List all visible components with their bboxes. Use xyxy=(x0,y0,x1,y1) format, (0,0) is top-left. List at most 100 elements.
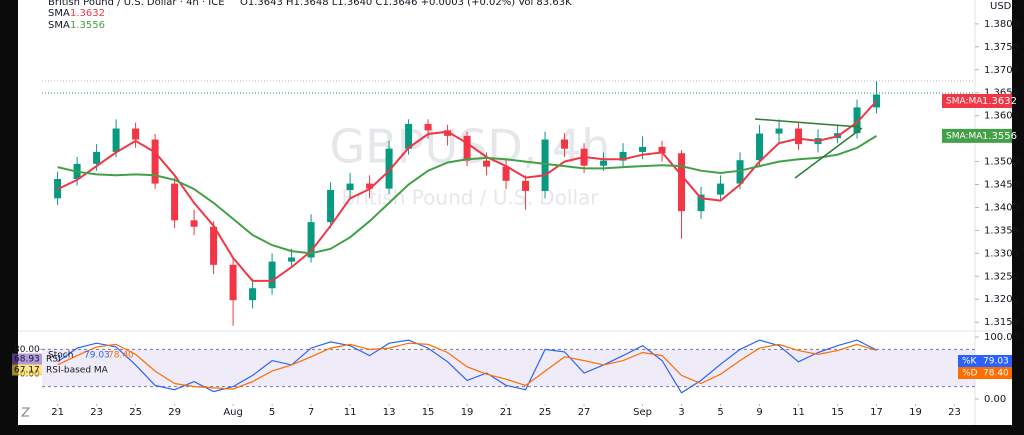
candle-body xyxy=(210,226,218,265)
sma-line xyxy=(57,135,878,255)
candle-body xyxy=(249,288,257,301)
candle-body xyxy=(795,128,803,145)
price-tag-name: SMA:MA xyxy=(946,96,983,106)
y-tick-label: 0.00 xyxy=(984,394,1006,405)
y-tick-label: 1.3200 xyxy=(984,294,1019,305)
price-tag xyxy=(942,128,1012,143)
candle-body xyxy=(327,190,335,223)
stoch-legend-value: 78.40 xyxy=(108,351,134,361)
candle-body xyxy=(697,194,705,212)
candle-body xyxy=(288,257,296,262)
candle-body xyxy=(483,160,491,167)
candle-body xyxy=(93,151,101,164)
x-tick-label: Sep xyxy=(633,407,652,418)
candle-body xyxy=(385,148,393,189)
timezone-icon[interactable] xyxy=(20,407,31,417)
price-tag-value: 1.3556 xyxy=(982,131,1017,142)
y-tick-label: 1.3350 xyxy=(984,225,1019,236)
y2-tick-label: 80.00 xyxy=(14,345,40,355)
value-tag xyxy=(958,367,1012,379)
legend-value: 1.3632 xyxy=(70,8,105,19)
watermark-subtitle: British Pound / U.S. Dollar xyxy=(341,186,599,210)
candle-body xyxy=(307,222,315,258)
trendline xyxy=(794,127,863,179)
x-tick-label: 19 xyxy=(461,407,474,418)
y-tick-label: 1.3300 xyxy=(984,248,1019,259)
indicator-name: RSI xyxy=(46,355,61,365)
x-tick-label: 13 xyxy=(383,407,396,418)
candle-body xyxy=(736,160,744,184)
y-tick-label: 1.3500 xyxy=(984,157,1019,168)
x-tick-label: 29 xyxy=(168,407,181,418)
value-tag-value: 78.40 xyxy=(983,369,1009,379)
candle-body xyxy=(561,139,569,149)
y-tick-label: 1.3650 xyxy=(984,88,1019,99)
candle-body xyxy=(717,183,725,195)
x-tick-label: 21 xyxy=(51,407,64,418)
price-tag xyxy=(942,93,1012,108)
candle-body xyxy=(424,123,432,131)
y-tick-label: 1.3400 xyxy=(984,202,1019,213)
oscillator-line xyxy=(57,342,877,390)
x-tick-label: 15 xyxy=(831,407,844,418)
candle-body xyxy=(171,183,179,221)
candle-body xyxy=(853,107,861,134)
candle-body xyxy=(346,183,354,191)
trendline xyxy=(754,118,861,128)
oscillator-line xyxy=(57,339,877,394)
candle-body xyxy=(756,133,764,161)
x-tick-label: 11 xyxy=(344,407,357,418)
value-tag-value: 79.03 xyxy=(983,357,1009,367)
candle-body xyxy=(190,220,198,227)
candle-body xyxy=(268,261,276,289)
x-tick-label: 9 xyxy=(756,407,762,418)
ohlc-values: O1.3643 H1.3648 L1.3640 C1.3646 +0.0003 … xyxy=(240,0,572,8)
y-tick-label: 1.3800 xyxy=(984,19,1019,30)
y-tick-label: 1.3450 xyxy=(984,180,1019,191)
symbol-title: British Pound / U.S. Dollar · 4h · ICE xyxy=(48,0,225,8)
candle-body xyxy=(502,166,510,181)
candle-body xyxy=(873,94,881,108)
value-tag xyxy=(958,355,1012,367)
candle-body xyxy=(229,264,237,301)
x-tick-label: 11 xyxy=(792,407,805,418)
x-tick-label: 7 xyxy=(308,407,314,418)
candle-body xyxy=(619,151,627,161)
candle-body xyxy=(541,139,549,191)
candle-body xyxy=(678,153,686,212)
indicator-value-box xyxy=(12,364,42,376)
y-tick-label: 100.00 xyxy=(984,332,1019,343)
candle-body xyxy=(151,139,159,184)
x-tick-label: 3 xyxy=(678,407,684,418)
value-tag-name: %D xyxy=(962,369,978,379)
y-tick-label: 1.3750 xyxy=(984,42,1019,53)
x-tick-label: 25 xyxy=(129,407,142,418)
x-tick-label: 25 xyxy=(539,407,552,418)
candle-body xyxy=(405,123,413,149)
stoch-legend-name: Stoch xyxy=(48,351,73,361)
candle-body xyxy=(522,180,530,191)
x-tick-label: Aug xyxy=(223,407,243,418)
candle-body xyxy=(444,130,452,136)
candle-body xyxy=(600,160,608,166)
currency: USD xyxy=(990,1,1012,12)
indicator-value: 67.17 xyxy=(14,366,40,376)
candle-body xyxy=(463,135,471,161)
x-tick-label: 21 xyxy=(500,407,513,418)
y-tick-label: 1.3700 xyxy=(984,65,1019,76)
chart-background xyxy=(18,0,1012,425)
indicator-name: RSI-based MA xyxy=(46,366,109,376)
legend-name: SMA xyxy=(48,20,70,31)
y-tick-label: 1.3150 xyxy=(984,317,1019,328)
legend-name: SMA xyxy=(48,8,70,19)
candle-body xyxy=(775,128,783,134)
y-tick-label: 1.3250 xyxy=(984,271,1019,282)
x-tick-label: 15 xyxy=(422,407,435,418)
candle-body xyxy=(639,146,647,152)
x-tick-label: 23 xyxy=(90,407,103,418)
x-tick-label: 5 xyxy=(717,407,723,418)
legend-value: 1.3556 xyxy=(70,20,105,31)
band xyxy=(42,349,975,387)
plot xyxy=(42,81,975,394)
